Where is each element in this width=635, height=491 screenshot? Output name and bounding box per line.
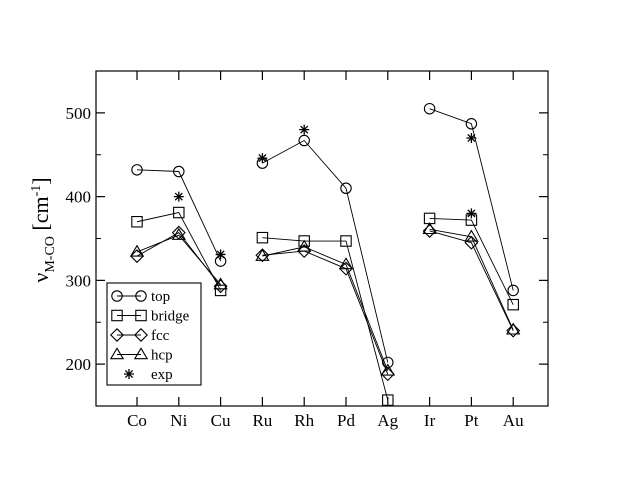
x-tick-label: Ir bbox=[424, 411, 436, 430]
x-tick-label: Ni bbox=[170, 411, 187, 430]
data-point-hcp bbox=[464, 229, 479, 242]
data-point-exp bbox=[257, 153, 268, 164]
y-axis-label-sup: -1 bbox=[29, 185, 44, 197]
y-axis-label-sub: M-CO bbox=[43, 236, 58, 273]
data-point-bridge bbox=[214, 284, 227, 297]
x-tick-label: Ru bbox=[252, 411, 272, 430]
data-point-exp bbox=[466, 208, 477, 219]
data-point-fcc bbox=[213, 279, 228, 294]
data-point-top bbox=[465, 118, 478, 130]
series-top bbox=[131, 102, 519, 369]
series-line-hcp bbox=[429, 228, 514, 330]
data-point-bridge bbox=[382, 394, 394, 406]
x-tick-label: Pt bbox=[464, 411, 478, 430]
legend-label: hcp bbox=[151, 348, 173, 364]
legend-marker bbox=[124, 369, 134, 379]
data-point-hcp bbox=[297, 239, 312, 252]
series-line-fcc bbox=[136, 232, 221, 287]
y-axis-label: νM-CO [cm-1] bbox=[28, 177, 58, 282]
y-tick-label: 200 bbox=[66, 355, 92, 374]
series-exp bbox=[173, 124, 477, 260]
legend-entry-bridge: bridge bbox=[111, 309, 190, 325]
data-point-bridge bbox=[256, 231, 269, 244]
data-point-bridge bbox=[173, 206, 185, 219]
data-point-bridge bbox=[340, 235, 352, 247]
data-point-exp bbox=[173, 191, 184, 202]
series-line-fcc bbox=[429, 230, 514, 331]
y-tick-label: 400 bbox=[66, 188, 92, 207]
x-tick-label: Co bbox=[127, 411, 147, 430]
legend-entry-top: top bbox=[111, 289, 170, 305]
data-point-hcp bbox=[380, 363, 395, 376]
data-point-fcc bbox=[130, 249, 144, 264]
data-point-hcp bbox=[506, 322, 521, 335]
legend-label: bridge bbox=[151, 309, 190, 325]
svg-text:νM-CO [cm-1]: νM-CO [cm-1] bbox=[28, 177, 58, 282]
legend-marker-end bbox=[135, 309, 147, 322]
legend-marker-start bbox=[109, 347, 125, 360]
series-line-hcp bbox=[136, 234, 221, 285]
data-point-hcp bbox=[213, 277, 228, 290]
y-tick-label: 500 bbox=[66, 104, 92, 123]
legend-entry-fcc: fcc bbox=[110, 328, 170, 344]
x-tick-label: Cu bbox=[211, 411, 231, 430]
data-point-exp bbox=[466, 133, 477, 143]
series-line-top bbox=[429, 108, 514, 291]
legend-marker-start bbox=[111, 290, 123, 302]
data-point-fcc bbox=[506, 323, 521, 338]
series-line-top bbox=[262, 139, 389, 363]
data-point-fcc bbox=[339, 261, 353, 276]
legend-label: exp bbox=[151, 367, 173, 383]
data-point-top bbox=[507, 284, 519, 297]
legend-label: fcc bbox=[151, 328, 170, 344]
data-point-top bbox=[131, 164, 143, 176]
legend-label: top bbox=[151, 289, 170, 305]
data-point-top bbox=[423, 102, 436, 115]
x-tick-label: Rh bbox=[294, 411, 314, 430]
data-point-top bbox=[173, 165, 185, 178]
legend: top bridge fcc hcp exp bbox=[106, 282, 202, 386]
legend-entry-hcp: hcp bbox=[109, 347, 173, 364]
data-point-hcp bbox=[338, 257, 354, 270]
data-point-top bbox=[340, 182, 352, 195]
data-point-hcp bbox=[255, 248, 270, 261]
data-point-exp bbox=[215, 249, 226, 260]
legend-marker-start bbox=[111, 309, 123, 322]
series-line-top bbox=[136, 169, 222, 262]
plot-area: 200 300 400 500 Co Ni Cu Ru Rh Pd Ag Ir Pt Au bbox=[66, 70, 549, 430]
legend-marker-end bbox=[133, 347, 149, 360]
data-point-bridge bbox=[507, 298, 519, 311]
legend-marker-start bbox=[110, 328, 124, 342]
x-tick-label: Au bbox=[503, 411, 524, 430]
x-tick-label: Ag bbox=[377, 411, 398, 430]
series-line-bridge bbox=[136, 212, 221, 291]
data-point-fcc bbox=[255, 248, 270, 263]
data-point-hcp bbox=[422, 222, 437, 235]
legend-marker-end bbox=[135, 290, 147, 302]
y-axis-label-close: ] bbox=[28, 177, 53, 184]
series-line-hcp bbox=[262, 246, 389, 371]
legend-entry-exp: exp bbox=[124, 367, 173, 383]
data-point-hcp bbox=[129, 244, 145, 257]
series-line-bridge bbox=[262, 237, 389, 401]
data-point-exp bbox=[299, 124, 310, 135]
series-line-bridge bbox=[429, 217, 514, 305]
y-axis-label-main: ν bbox=[28, 273, 53, 283]
y-tick-label: 300 bbox=[66, 271, 92, 290]
data-point-top bbox=[298, 134, 310, 147]
data-point-hcp bbox=[171, 227, 186, 240]
y-axis-label-unit: [cm bbox=[28, 196, 53, 236]
series-hcp bbox=[129, 222, 521, 376]
data-point-fcc bbox=[422, 223, 437, 238]
series-line-fcc bbox=[262, 250, 389, 375]
legend-marker-end bbox=[134, 328, 148, 342]
x-tick-label: Pd bbox=[337, 411, 355, 430]
data-point-bridge bbox=[298, 235, 310, 247]
data-point-bridge bbox=[131, 216, 143, 228]
